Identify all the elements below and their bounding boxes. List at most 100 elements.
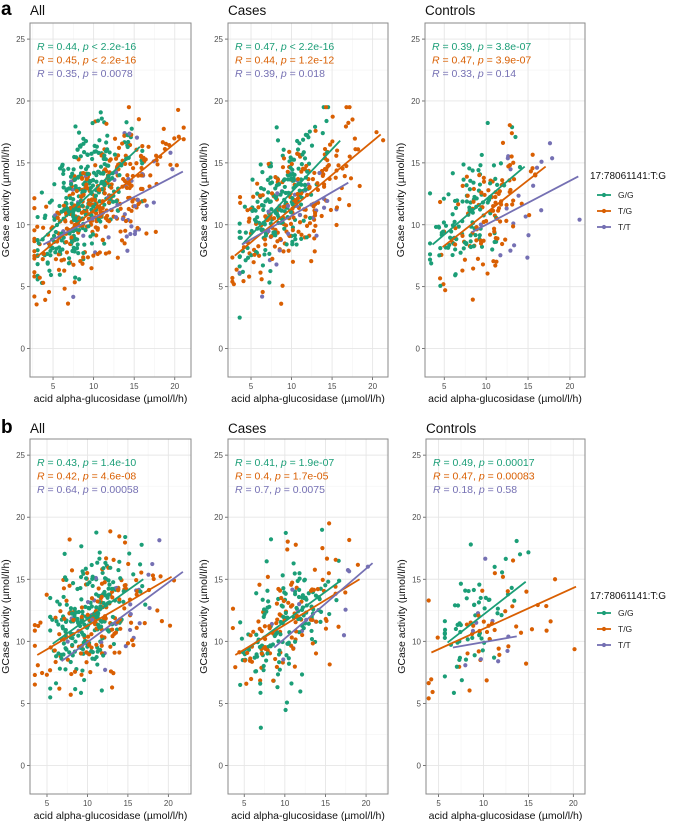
data-point-tg (126, 561, 131, 567)
x-tick-label: 20 (368, 382, 377, 391)
data-point-tg (487, 636, 492, 642)
data-point-tt (496, 659, 501, 664)
data-point-gg (297, 576, 302, 581)
data-point-gg (71, 197, 76, 202)
data-point-tg (496, 191, 501, 197)
data-point-tg (275, 617, 280, 622)
data-point-gg (446, 192, 451, 197)
y-tick-label: 10 (214, 221, 223, 230)
data-point-tg (116, 587, 121, 592)
x-axis-label: acid alpha-glucosidase (µmol/l/h) (34, 810, 188, 822)
data-point-tg (274, 664, 280, 670)
data-point-tg (52, 648, 57, 653)
data-point-tt (135, 197, 141, 202)
stat-text: = 0.43, (45, 457, 83, 469)
y-tick-label: 25 (411, 35, 420, 44)
data-point-tg (125, 641, 131, 646)
data-point-gg (254, 632, 259, 637)
points-layer (230, 105, 386, 320)
data-point-tt (281, 657, 286, 662)
data-point-gg (261, 187, 267, 192)
stat-text: p (280, 457, 287, 469)
data-point-gg (485, 120, 490, 126)
data-point-gg (299, 161, 304, 167)
data-point-tt (274, 262, 279, 267)
data-point-gg (275, 685, 280, 690)
data-point-gg (250, 208, 255, 214)
data-point-tg (107, 158, 112, 163)
data-point-tg (122, 583, 127, 588)
data-point-tg (324, 167, 329, 172)
data-point-gg (309, 636, 315, 642)
data-point-tt (113, 215, 119, 220)
data-point-tg (117, 534, 122, 539)
data-point-gg (250, 177, 255, 182)
data-point-gg (54, 619, 59, 624)
data-point-gg (76, 174, 81, 179)
data-point-tg (41, 280, 46, 285)
data-point-gg (268, 268, 273, 274)
y-tick-label: 10 (412, 637, 421, 646)
y-axis-label: GCase activity (µmol/l/h) (0, 143, 12, 258)
data-point-tg (528, 169, 533, 174)
data-point-tg (161, 126, 166, 131)
correlation-stat-gg: R = 0.43, p = 1.4e-10 (37, 457, 136, 469)
data-point-gg (441, 220, 446, 225)
panel-a-controls: Controls 5 10 15 20 0 5 10 15 20 25 R = 0.39, p = 3… (395, 3, 586, 405)
data-point-tg (477, 173, 482, 178)
data-point-tt (539, 208, 544, 213)
data-point-tg (437, 276, 443, 281)
data-point-tg (86, 634, 91, 639)
data-point-tg (503, 609, 508, 614)
data-point-gg (237, 315, 242, 320)
data-point-tg (37, 275, 42, 280)
data-point-tg (281, 204, 286, 209)
data-point-tg (134, 161, 139, 166)
data-point-gg (503, 556, 508, 561)
data-point-tg (57, 632, 62, 637)
data-point-tt (127, 131, 132, 136)
data-point-tg (336, 163, 341, 168)
stat-text: = 0.0078 (89, 68, 133, 80)
data-point-tg (286, 248, 291, 253)
data-point-gg (47, 200, 52, 205)
data-point-tg (32, 249, 37, 254)
data-point-tg (32, 643, 37, 648)
data-point-tg (64, 250, 70, 255)
data-point-gg (89, 562, 94, 568)
data-point-gg (78, 154, 83, 159)
data-point-gg (255, 199, 260, 204)
data-point-gg (85, 205, 90, 210)
data-point-gg (96, 622, 101, 627)
y-tick-label: 15 (214, 159, 223, 168)
data-point-gg (101, 566, 106, 571)
data-point-tg (268, 234, 274, 239)
data-point-gg (86, 224, 91, 229)
data-point-tt (525, 255, 530, 260)
data-point-tt (508, 248, 513, 253)
data-point-gg (103, 157, 108, 162)
data-point-gg (100, 570, 105, 576)
data-point-tg (32, 672, 37, 678)
data-point-tg (85, 612, 90, 617)
panel-title: Cases (228, 421, 267, 436)
data-point-gg (302, 156, 308, 161)
stat-text: p (274, 471, 281, 483)
data-point-tg (281, 598, 286, 604)
data-point-tg (258, 193, 263, 198)
data-point-tg (478, 241, 484, 246)
data-point-gg (121, 599, 126, 604)
data-point-tt (325, 198, 330, 204)
data-point-gg (73, 639, 78, 644)
data-point-gg (43, 213, 48, 218)
data-point-gg (293, 592, 298, 597)
data-point-tg (74, 188, 79, 194)
data-point-tg (334, 153, 339, 158)
data-point-tg (505, 589, 510, 594)
data-point-tg (109, 185, 114, 190)
data-point-gg (61, 180, 66, 186)
data-point-gg (82, 677, 87, 683)
data-point-gg (83, 139, 89, 144)
data-point-gg (303, 187, 308, 192)
data-point-tg (272, 244, 278, 249)
